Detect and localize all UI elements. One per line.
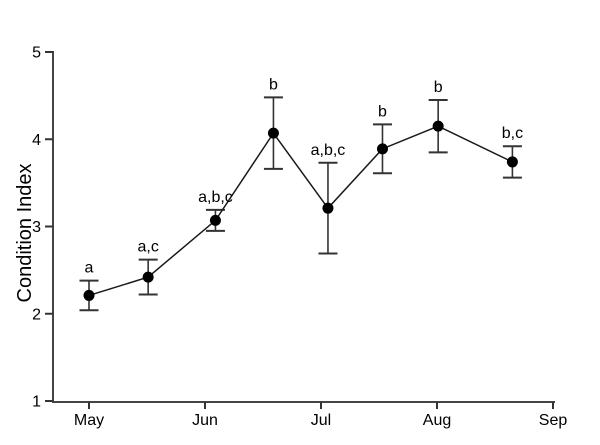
chart-generated-layer: 1 2 3 4 5 May Jun Jul Aug Sep a a,c a,b,c b a,b,c b b b,c (32, 45, 567, 430)
y-tick-label: 5 (32, 45, 41, 62)
significance-label: a,c (137, 239, 158, 256)
data-point-marker (83, 289, 95, 301)
x-tick-label: May (74, 412, 104, 429)
series-line (88, 125, 513, 297)
y-tick-label: 1 (32, 394, 41, 411)
data-point-marker (267, 127, 279, 139)
data-point-marker (506, 156, 518, 168)
significance-label: b (434, 79, 443, 96)
x-tick-label: Jun (192, 412, 218, 429)
significance-label: a,b,c (198, 189, 233, 206)
data-point-marker (432, 120, 444, 132)
y-tick-label: 4 (32, 132, 41, 149)
x-tick-label: Jul (311, 412, 331, 429)
significance-label: b (378, 103, 387, 120)
x-tick-label: Sep (539, 412, 568, 429)
data-point-marker (322, 202, 334, 214)
data-point-marker (376, 143, 388, 155)
data-point-marker (209, 214, 221, 226)
significance-label: b,c (502, 125, 523, 142)
significance-label: b (269, 76, 278, 93)
significance-label: a,b,c (311, 142, 346, 159)
significance-label: a (85, 260, 94, 277)
y-axis-title: Condition Index (14, 164, 36, 303)
y-tick-label: 3 (32, 219, 41, 236)
data-point-marker (142, 271, 154, 283)
y-tick-label: 2 (32, 306, 41, 323)
x-tick-label: Aug (423, 412, 451, 429)
